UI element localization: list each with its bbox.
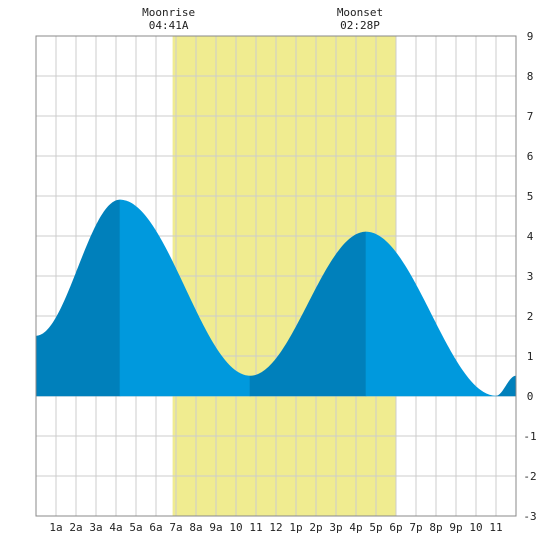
- x-tick-labels: 1a 2a 3a 4a 5a 6a 7a 8a 9a 10 11 12 1p 2p 3p 4p 5p 6p 7p 8p…: [49, 521, 502, 534]
- x-tick-label: 1a: [49, 521, 62, 534]
- y-tick-label: 6: [527, 150, 534, 163]
- x-tick-label: 6p: [389, 521, 402, 534]
- y-tick-label: 4: [527, 230, 534, 243]
- x-tick-label: 11: [489, 521, 502, 534]
- x-tick-label: 6a: [149, 521, 162, 534]
- x-tick-label: 9p: [449, 521, 462, 534]
- moon-event-label: Moonset: [337, 6, 383, 19]
- x-tick-label: 10: [229, 521, 242, 534]
- y-tick-label: 0: [527, 390, 534, 403]
- moon-event-time: 04:41A: [149, 19, 189, 32]
- y-tick-label: -2: [523, 470, 536, 483]
- y-tick-label: -1: [523, 430, 536, 443]
- x-tick-label: 2a: [69, 521, 82, 534]
- y-tick-label: 3: [527, 270, 534, 283]
- x-tick-label: 5p: [369, 521, 382, 534]
- x-tick-label: 3a: [89, 521, 102, 534]
- moon-event-label: Moonrise: [142, 6, 195, 19]
- x-tick-label: 4p: [349, 521, 362, 534]
- plot-frame: [35, 35, 517, 517]
- x-tick-label: 2p: [309, 521, 322, 534]
- moon-event-time: 02:28P: [340, 19, 380, 32]
- x-tick-label: 5a: [129, 521, 142, 534]
- x-tick-label: 11: [249, 521, 262, 534]
- x-tick-label: 12: [269, 521, 282, 534]
- tide-area-rising: [495, 375, 517, 397]
- x-tick-label: 4a: [109, 521, 122, 534]
- tide-area-falling: [365, 231, 497, 397]
- y-tick-labels: 9 8 7 6 5 4 3 2 1 0 -1 -2 -3: [523, 30, 536, 523]
- y-tick-label: 2: [527, 310, 534, 323]
- y-tick-label: 1: [527, 350, 534, 363]
- tide-area-rising: [35, 199, 121, 397]
- x-tick-label: 9a: [209, 521, 222, 534]
- tide-area-layer: [35, 199, 517, 397]
- x-tick-label: 3p: [329, 521, 342, 534]
- x-tick-label: 1p: [289, 521, 302, 534]
- x-tick-label: 7p: [409, 521, 422, 534]
- y-tick-label: 7: [527, 110, 534, 123]
- y-tick-label: 8: [527, 70, 534, 83]
- y-tick-label: 9: [527, 30, 534, 43]
- x-tick-label: 10: [469, 521, 482, 534]
- tide-area-falling: [119, 199, 251, 397]
- y-tick-label: 5: [527, 190, 534, 203]
- x-tick-label: 8p: [429, 521, 442, 534]
- tide-area-rising: [249, 231, 367, 397]
- x-tick-label: 8a: [189, 521, 202, 534]
- y-tick-label: -3: [523, 510, 536, 523]
- x-tick-label: 7a: [169, 521, 182, 534]
